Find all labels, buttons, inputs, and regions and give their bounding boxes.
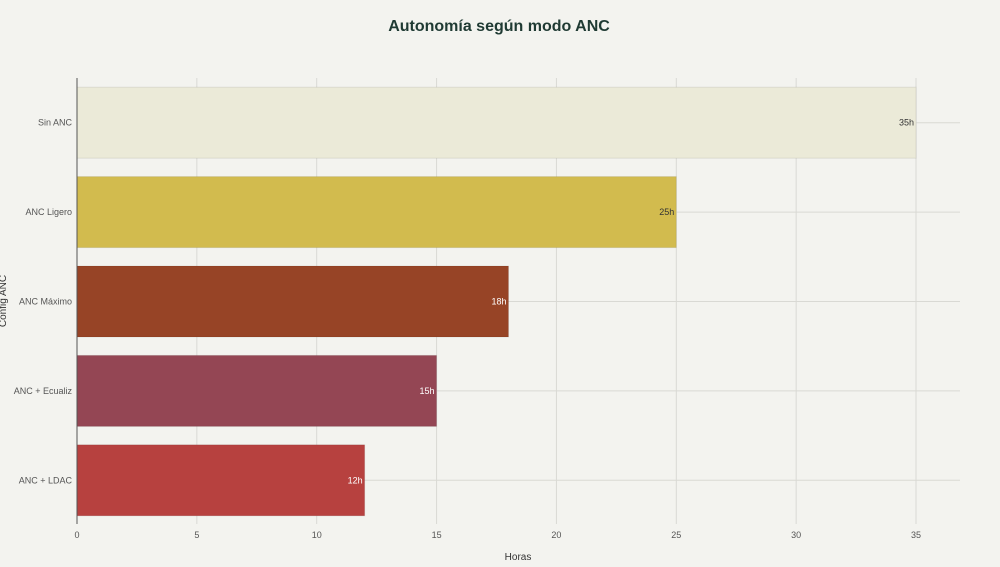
x-tick-label: 35 xyxy=(911,530,921,540)
x-axis-title: Horas xyxy=(505,552,532,563)
x-tick-label: 5 xyxy=(194,530,199,540)
bar xyxy=(76,176,677,249)
x-tick-label: 15 xyxy=(432,530,442,540)
bar-value-label: 35h xyxy=(899,118,914,128)
bar-value-label: 18h xyxy=(491,297,506,307)
bar-value-label: 15h xyxy=(420,386,435,396)
x-tick-label: 20 xyxy=(551,530,561,540)
bar xyxy=(76,265,509,338)
y-tick-label: ANC + Ecualiz xyxy=(14,386,73,396)
x-tick-labels: 0 5 10 15 20 25 30 35 xyxy=(74,530,921,540)
y-tick-labels: Sin ANC ANC Ligero ANC Máximo ANC + Ecualiz… xyxy=(14,118,73,486)
y-tick-label: ANC + LDAC xyxy=(19,475,73,485)
x-tick-label: 0 xyxy=(74,530,79,540)
bars: 35h 25h 18h 15h 12h xyxy=(76,86,917,517)
y-tick-label: ANC Máximo xyxy=(19,297,72,307)
chart-title: Autonomía según modo ANC xyxy=(388,18,610,35)
y-axis-title: Config ANC xyxy=(0,275,9,327)
bar-value-label: 12h xyxy=(348,475,363,485)
y-tick-label: ANC Ligero xyxy=(25,207,72,217)
bar xyxy=(76,354,438,427)
x-tick-label: 10 xyxy=(312,530,322,540)
x-tick-label: 30 xyxy=(791,530,801,540)
bar-value-label: 25h xyxy=(659,207,674,217)
y-tick-label: Sin ANC xyxy=(38,118,73,128)
bar xyxy=(76,86,917,159)
bar xyxy=(76,444,366,517)
x-tick-label: 25 xyxy=(671,530,681,540)
